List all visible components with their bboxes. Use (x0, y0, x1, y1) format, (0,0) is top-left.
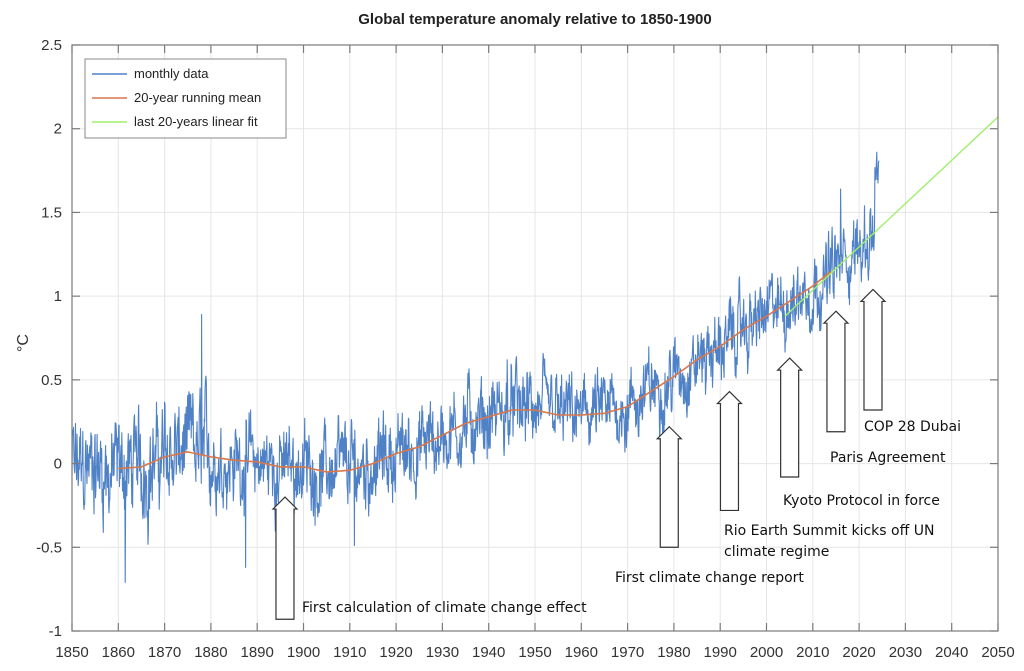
annotation-label: Kyoto Protocol in force (783, 493, 940, 509)
y-tick-label: -0.5 (36, 539, 62, 556)
annotation-label: Paris Agreement (830, 450, 946, 466)
x-tick-label: 1990 (704, 644, 737, 661)
annotation-arrow (776, 357, 804, 478)
x-tick-label: 1970 (611, 644, 644, 661)
legend-label: monthly data (134, 66, 209, 81)
x-tick-label: 1850 (55, 644, 88, 661)
y-tick-label: 0.5 (41, 372, 62, 389)
series-running-mean (118, 271, 832, 473)
y-tick-label: 1.5 (41, 204, 62, 221)
annotation-label: Rio Earth Summit kicks off UN (724, 523, 934, 539)
annotation-arrow (655, 425, 683, 548)
x-tick-label: 1900 (287, 644, 320, 661)
legend-label: 20-year running mean (134, 90, 261, 105)
y-tick-label: 2.5 (41, 37, 62, 54)
annotation-label: COP 28 Dubai (864, 419, 961, 435)
x-tick-label: 1870 (148, 644, 181, 661)
x-tick-label: 2020 (842, 644, 875, 661)
chart-title: Global temperature anomaly relative to 1… (358, 11, 712, 28)
legend-label: last 20-years linear fit (134, 114, 258, 129)
x-tick-label: 2000 (750, 644, 783, 661)
x-tick-label: 1960 (565, 644, 598, 661)
x-tick-label: 1930 (426, 644, 459, 661)
annotation-label: climate regime (724, 544, 829, 560)
y-tick-label: 0 (54, 456, 62, 473)
series-linear-fit (784, 116, 999, 317)
x-tick-label: 2050 (981, 644, 1014, 661)
annotation-arrow (859, 288, 887, 411)
annotation-arrow (271, 496, 299, 620)
x-tick-label: 2040 (935, 644, 968, 661)
x-tick-label: 1910 (333, 644, 366, 661)
x-tick-label: 1890 (241, 644, 274, 661)
annotation-label: First calculation of climate change effe… (302, 600, 587, 616)
annotations: First calculation of climate change effe… (271, 288, 961, 620)
series-layer (71, 116, 999, 583)
annotation-arrow (822, 310, 850, 433)
y-tick-label: 1 (54, 288, 62, 305)
x-tick-label: 2010 (796, 644, 829, 661)
x-tick-label: 1920 (379, 644, 412, 661)
x-axis-ticks: 1850 1860 1870 1880 1890 1900 1910 1920 1930 1940… (55, 45, 1015, 661)
y-tick-label: -1 (49, 623, 62, 640)
legend: monthly data 20-year running mean last 20-… (84, 58, 287, 139)
x-tick-label: 1950 (518, 644, 551, 661)
x-tick-label: 1980 (657, 644, 690, 661)
series-monthly-data (71, 151, 880, 583)
y-axis-ticks: -1 -0.5 0 0.5 1 1.5 2 2.5 (36, 37, 998, 640)
x-tick-label: 1940 (472, 644, 505, 661)
y-axis-label: °C (15, 334, 32, 352)
y-tick-label: 2 (54, 121, 62, 138)
x-tick-label: 1880 (194, 644, 227, 661)
annotation-arrow (716, 390, 743, 512)
x-tick-label: 1860 (102, 644, 135, 661)
x-tick-label: 2030 (889, 644, 922, 661)
annotation-label: First climate change report (615, 570, 804, 586)
